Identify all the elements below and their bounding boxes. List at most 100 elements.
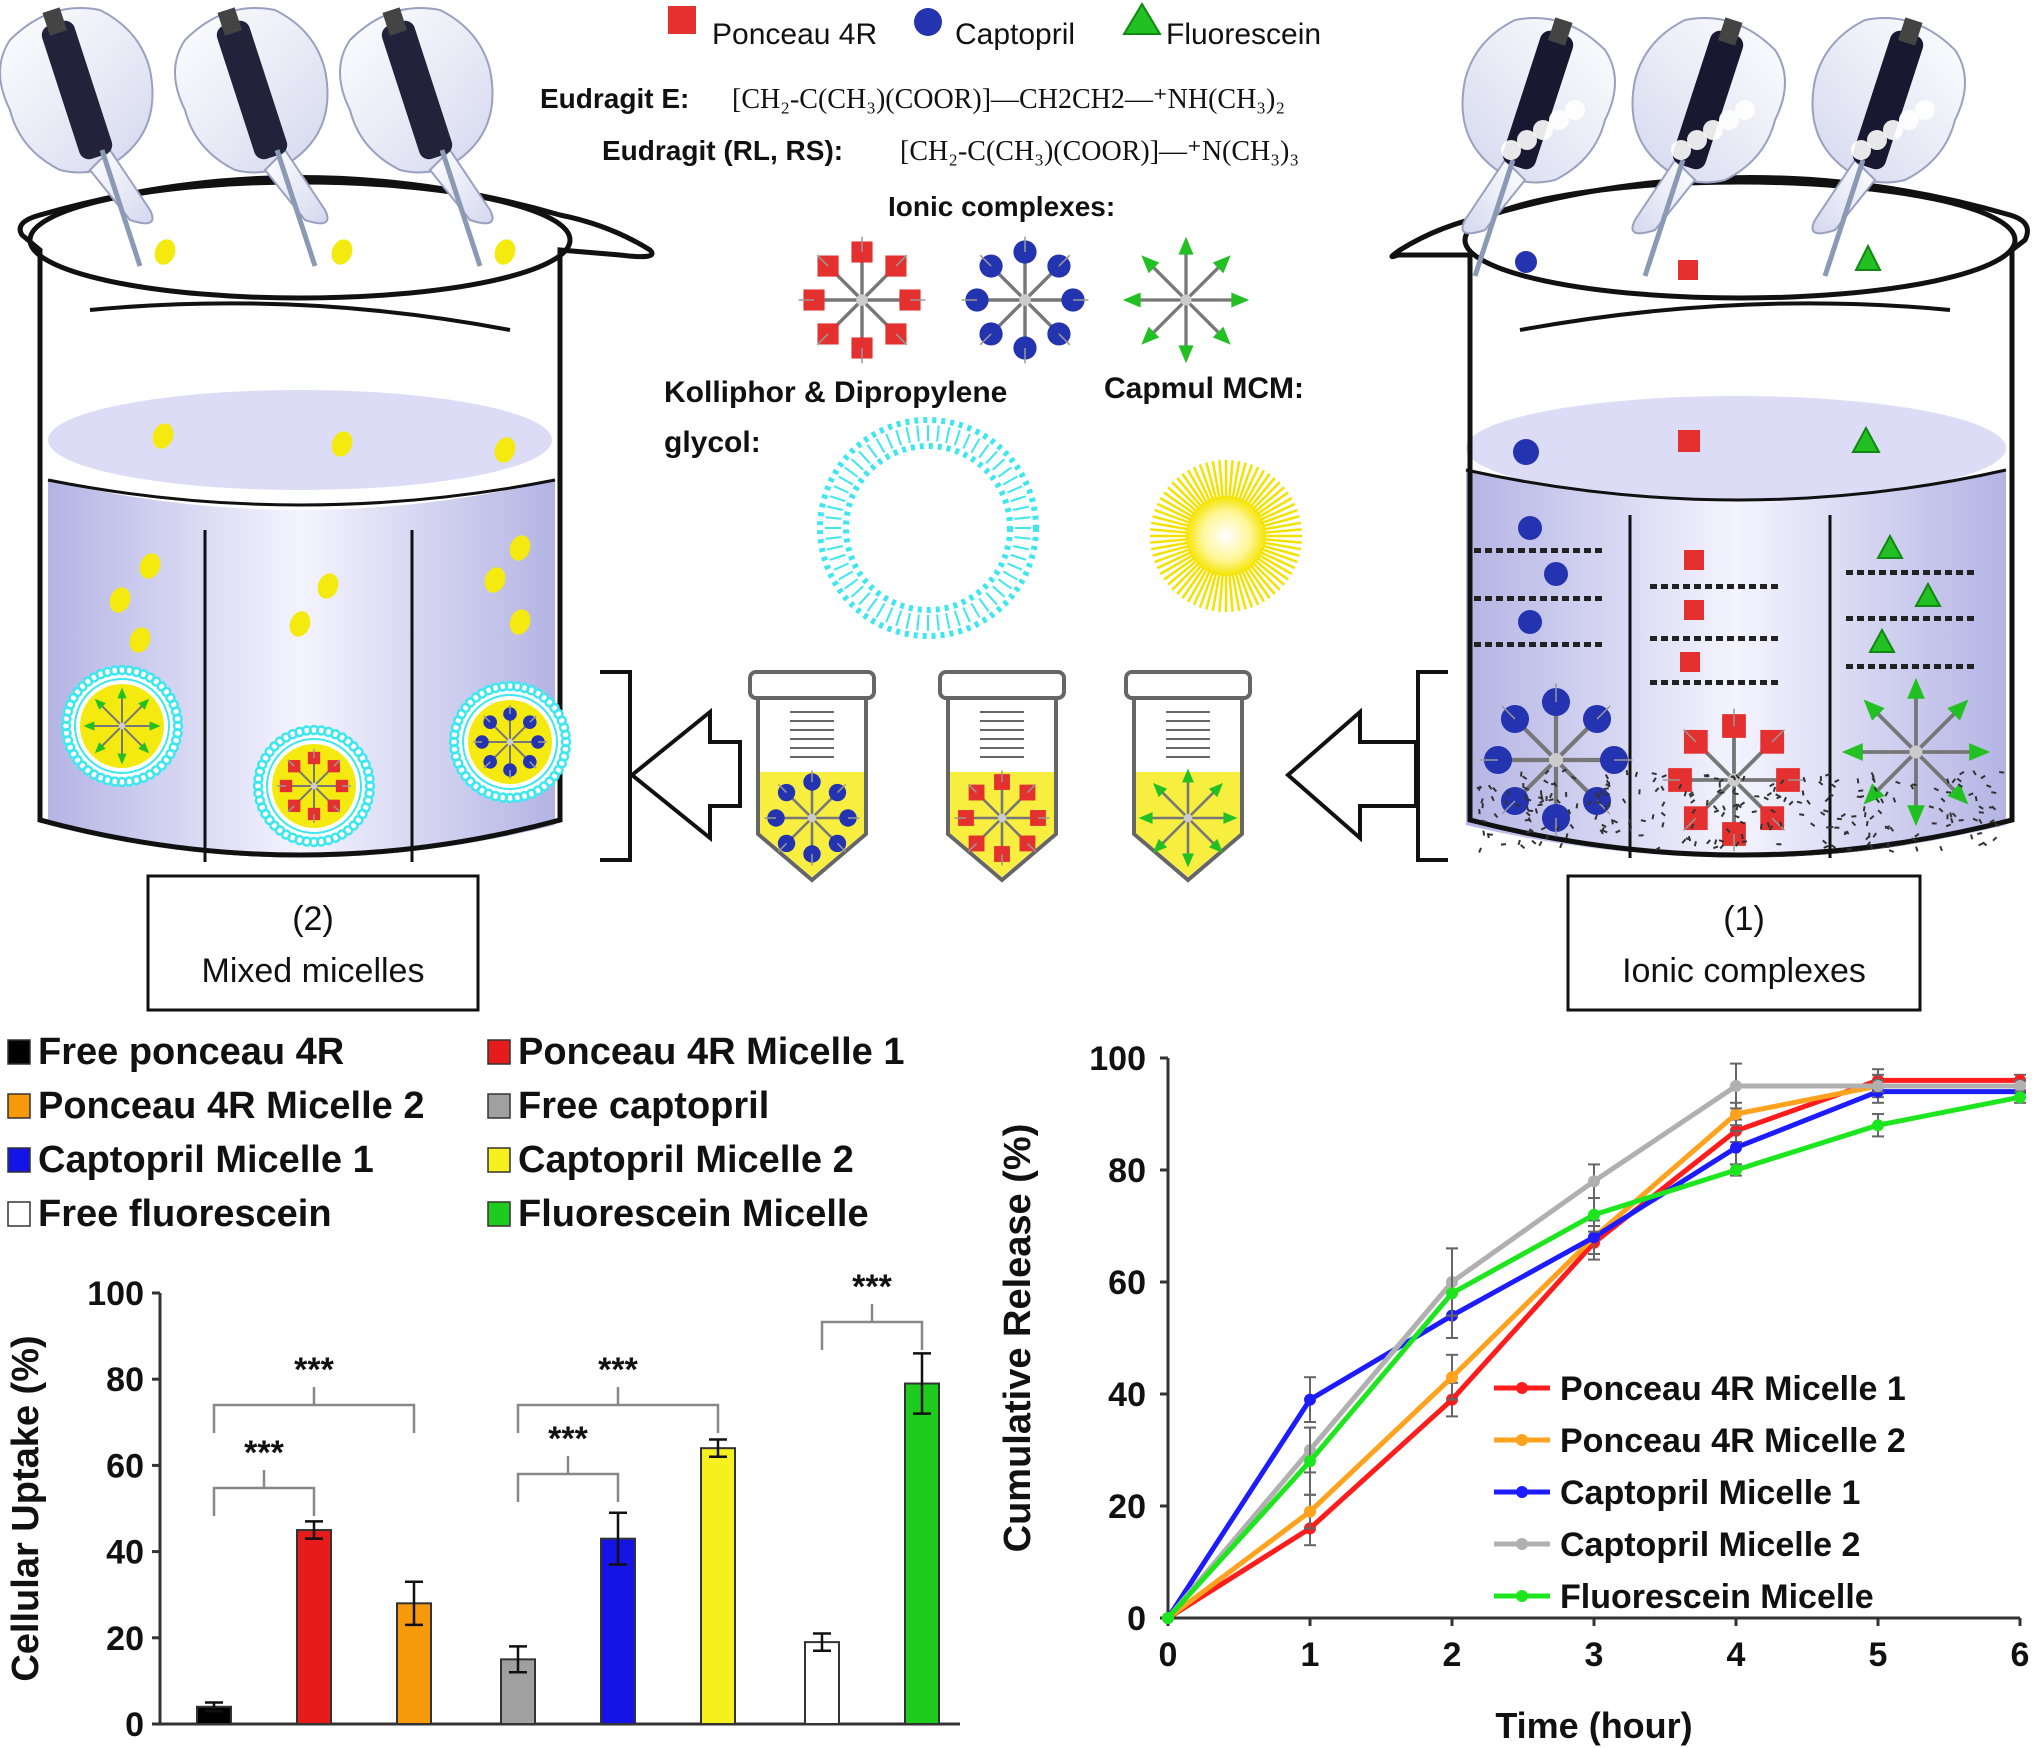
legend-label: Captopril Micelle 2 — [1560, 1526, 1860, 1564]
vesicle-tail — [827, 505, 844, 511]
legend-label: Fluorescein Micelle — [1560, 1578, 1874, 1616]
pipette-plunger — [1547, 17, 1573, 46]
legend-ponceau-label: Ponceau 4R — [712, 18, 877, 51]
polymer-chain — [1727, 584, 1734, 589]
debris — [1519, 771, 1523, 777]
debris — [1525, 798, 1532, 802]
polymer-chain — [1562, 548, 1569, 553]
star-tail — [777, 842, 788, 853]
vesicle-tail — [866, 597, 878, 612]
sun-ray — [1154, 508, 1191, 525]
ponceau-mixed-micelle — [252, 724, 376, 848]
sun-ray — [1166, 486, 1198, 513]
debris — [1735, 774, 1741, 780]
bar — [904, 1382, 940, 1725]
polymer-chain — [1934, 570, 1941, 575]
blue-complex-dot — [1518, 516, 1542, 540]
glove-highlight — [1899, 110, 1919, 130]
x-tick-label: 0 — [1159, 1636, 1178, 1674]
data-point — [1730, 1108, 1742, 1120]
pipette-plunger — [382, 7, 408, 36]
polymer-chain — [1846, 664, 1853, 669]
debris — [1693, 841, 1697, 847]
polymer-chain — [1934, 664, 1941, 669]
vesicle-icon — [817, 417, 1039, 639]
yellow-drop — [509, 535, 531, 561]
kolliphor-label-line2: glycol: — [664, 426, 761, 459]
debris — [1718, 839, 1725, 843]
polymer-chain — [1868, 570, 1875, 575]
polymer-chain — [1923, 664, 1930, 669]
star-core — [310, 782, 318, 790]
debris — [1559, 842, 1563, 849]
polymer-chain — [1518, 642, 1525, 647]
sun-ray — [1218, 460, 1224, 499]
debris — [1884, 825, 1891, 830]
vesicle-tail — [970, 438, 981, 454]
polymer-chain — [1879, 616, 1886, 621]
yellow-drop — [154, 239, 176, 265]
pipette-hand — [0, 7, 154, 267]
sun-ray — [1159, 496, 1194, 519]
polymer-chain — [1749, 680, 1756, 685]
sun-ray — [1228, 460, 1234, 499]
vesicle-tail — [850, 458, 865, 471]
polymer-chain — [1727, 636, 1734, 641]
polymer-chain — [1496, 642, 1503, 647]
polymer-chain — [1738, 584, 1745, 589]
polymer-chain — [1562, 642, 1569, 647]
debris — [1661, 822, 1665, 828]
polymer-chain — [1846, 570, 1853, 575]
debris — [1587, 800, 1592, 806]
data-point — [2014, 1091, 2026, 1104]
legend-swatch — [7, 1147, 31, 1173]
vesicle-tail — [858, 591, 871, 606]
debris — [1689, 793, 1695, 798]
polymer-chain — [1967, 570, 1974, 575]
debris — [1604, 792, 1610, 797]
micelle-head — [560, 729, 571, 740]
debris — [1886, 842, 1890, 849]
debris — [1603, 787, 1609, 791]
polymer-chain — [1923, 570, 1930, 575]
y-tick-label: 100 — [87, 1275, 144, 1313]
right-beaker-contents — [1474, 243, 2005, 853]
debris — [1661, 774, 1667, 778]
mixed-micelles-box: (2) Mixed micelles — [146, 874, 480, 1012]
debris — [1994, 822, 2000, 827]
polymer-chain — [1485, 596, 1492, 601]
star-tail — [967, 842, 978, 853]
debris — [1946, 778, 1950, 784]
star-core — [118, 722, 126, 730]
debris — [1732, 787, 1736, 793]
polymer-chain — [1595, 548, 1602, 553]
vesicle-tail — [827, 545, 844, 551]
debris — [1806, 799, 1811, 805]
yellow-drop — [139, 553, 161, 579]
star-spoke — [1187, 817, 1215, 845]
polymer-chain — [1540, 596, 1547, 601]
sun-ray — [1256, 556, 1289, 581]
polymer-chain — [1879, 570, 1886, 575]
sun-ray — [1246, 473, 1271, 506]
star-core — [856, 294, 868, 306]
polymer-chain — [1846, 616, 1853, 621]
star-spoke — [121, 705, 143, 727]
left-micelles — [60, 664, 572, 848]
captopril-mixed-micelle — [448, 680, 572, 804]
green-particle — [1851, 425, 1881, 453]
debris — [1544, 769, 1550, 775]
star-triangle — [1182, 768, 1194, 783]
vesicle-tail — [905, 612, 911, 629]
debris — [1870, 843, 1873, 850]
star-core — [1549, 753, 1563, 767]
debris — [1911, 837, 1917, 842]
vesicle-tail — [1014, 536, 1031, 540]
debris — [1865, 820, 1869, 827]
sun-ray — [1181, 473, 1206, 506]
debris — [1712, 805, 1718, 811]
dark-pipette-hand — [1631, 17, 1786, 277]
legend-swatch — [487, 1147, 511, 1173]
sun-ray — [1263, 538, 1302, 544]
yellow-drop — [331, 431, 353, 457]
